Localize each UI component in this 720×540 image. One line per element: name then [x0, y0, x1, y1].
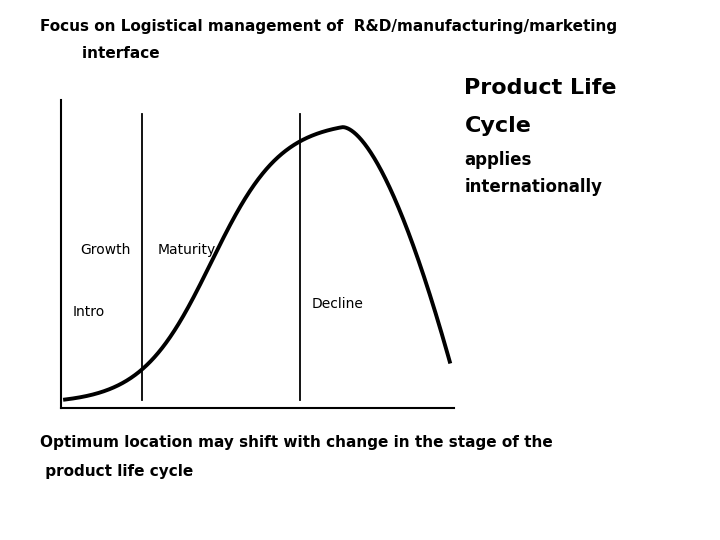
Text: applies: applies [464, 151, 532, 169]
Text: product life cycle: product life cycle [40, 464, 193, 480]
Text: Maturity: Maturity [158, 242, 215, 256]
Text: interface: interface [40, 46, 159, 61]
Text: Cycle: Cycle [464, 116, 531, 136]
Text: Product Life: Product Life [464, 78, 617, 98]
Text: Decline: Decline [311, 297, 363, 311]
Text: Optimum location may shift with change in the stage of the: Optimum location may shift with change i… [40, 435, 552, 450]
Text: Intro: Intro [73, 305, 105, 319]
Text: internationally: internationally [464, 178, 603, 196]
Text: Focus on Logistical management of  R&D/manufacturing/marketing: Focus on Logistical management of R&D/ma… [40, 19, 617, 34]
Text: Growth: Growth [80, 242, 130, 256]
